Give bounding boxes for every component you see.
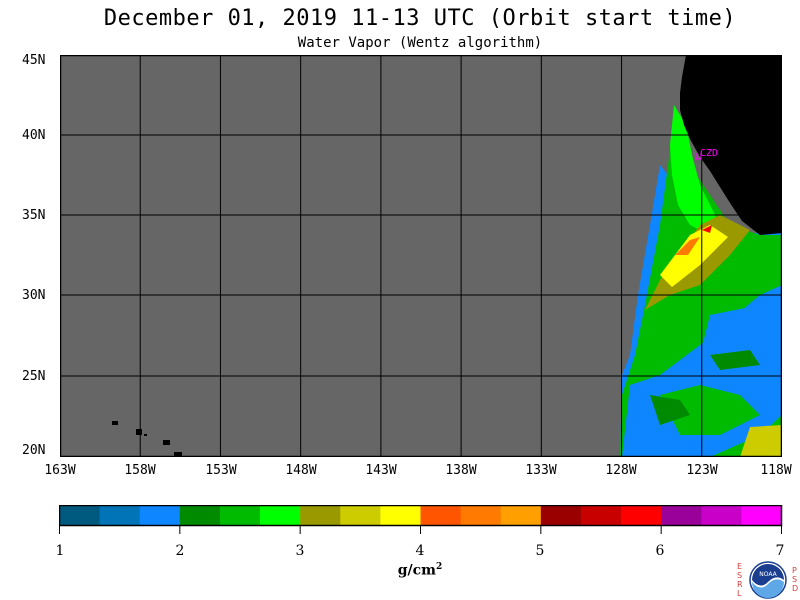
lon-label-133w: 133W [525,463,557,478]
scale-label-6: 6 [655,543,665,559]
lon-label-118w: 118W [760,463,792,478]
land-north-america [680,55,782,235]
color-scale-cell [179,505,221,526]
lat-label-40n: 40N [22,128,46,143]
color-scale-cell [661,505,702,526]
lat-label-25n: 25N [22,369,46,384]
color-scale-cell [460,505,502,526]
lat-label-35n: 35N [22,208,46,223]
lon-label-123w: 123W [686,463,718,478]
station-label: CZD [700,148,718,159]
map-frame [60,55,782,457]
water-vapor-map: CZD [60,55,782,457]
vapor-region-southeast [740,425,782,457]
vapor-region-red [702,225,712,233]
color-scale-ticks [59,526,782,534]
scale-label-5: 5 [535,543,545,559]
station-czd-marker: CZD [695,148,718,160]
map-subtitle: Water Vapor (Wentz algorithm) [297,35,543,51]
lon-label-158w: 158W [124,463,156,478]
color-scale-cell [59,505,101,526]
color-scale-bar [59,505,783,534]
scale-label-4: 4 [415,543,425,559]
lon-label-148w: 148W [285,463,317,478]
lat-label-45n: 45N [22,53,46,68]
vapor-region-orange [675,237,700,255]
color-scale-cell [340,505,381,526]
map-gridlines [60,55,782,457]
lat-label-30n: 30N [22,288,46,303]
color-scale-cells [59,505,782,526]
vapor-region-blue-inner [700,295,782,395]
scale-label-1: 1 [55,543,65,559]
psd-letters: PSD [792,566,799,593]
color-scale-cell [99,505,141,526]
vapor-region-darkgreen-2 [710,350,760,370]
color-scale-cell [500,505,542,526]
noaa-logo: NOAA [749,561,787,599]
map-title: December 01, 2019 11-13 UTC (Orbit start… [103,6,737,31]
lon-label-143w: 143W [365,463,397,478]
scale-label-2: 2 [175,543,185,559]
esrl-letters: ESRL [737,562,743,598]
vapor-region-darkgreen [650,395,690,425]
vapor-region-lightgreen [670,105,720,235]
units-label: g/cm2 [397,562,443,579]
color-scale-cell [701,505,742,526]
vapor-region-green-lower [660,385,760,435]
esrl-text: ESRL [737,562,745,598]
color-scale-cell [540,505,582,526]
color-scale-cell [621,505,662,526]
color-scale-cell [420,505,462,526]
lat-label-20n: 20N [22,443,46,458]
noaa-logo-text: NOAA [759,571,777,578]
color-scale-cell [741,505,782,526]
color-scale-cell [260,505,301,526]
color-scale-cell [380,505,421,526]
lon-label-128w: 128W [605,463,637,478]
hawaiian-islands [112,421,182,457]
scale-label-7: 7 [775,543,785,559]
color-scale-cell [139,505,181,526]
vapor-field [620,105,782,457]
vapor-region-yellow [660,225,728,287]
color-scale-cell [300,505,341,526]
lon-label-138w: 138W [445,463,477,478]
psd-text: PSD [792,566,800,593]
vapor-region-green [620,135,782,457]
color-scale-cell [219,505,261,526]
color-scale-cell [580,505,622,526]
scale-label-3: 3 [295,543,305,559]
lon-label-153w: 153W [205,463,237,478]
lon-label-163w: 163W [44,463,76,478]
